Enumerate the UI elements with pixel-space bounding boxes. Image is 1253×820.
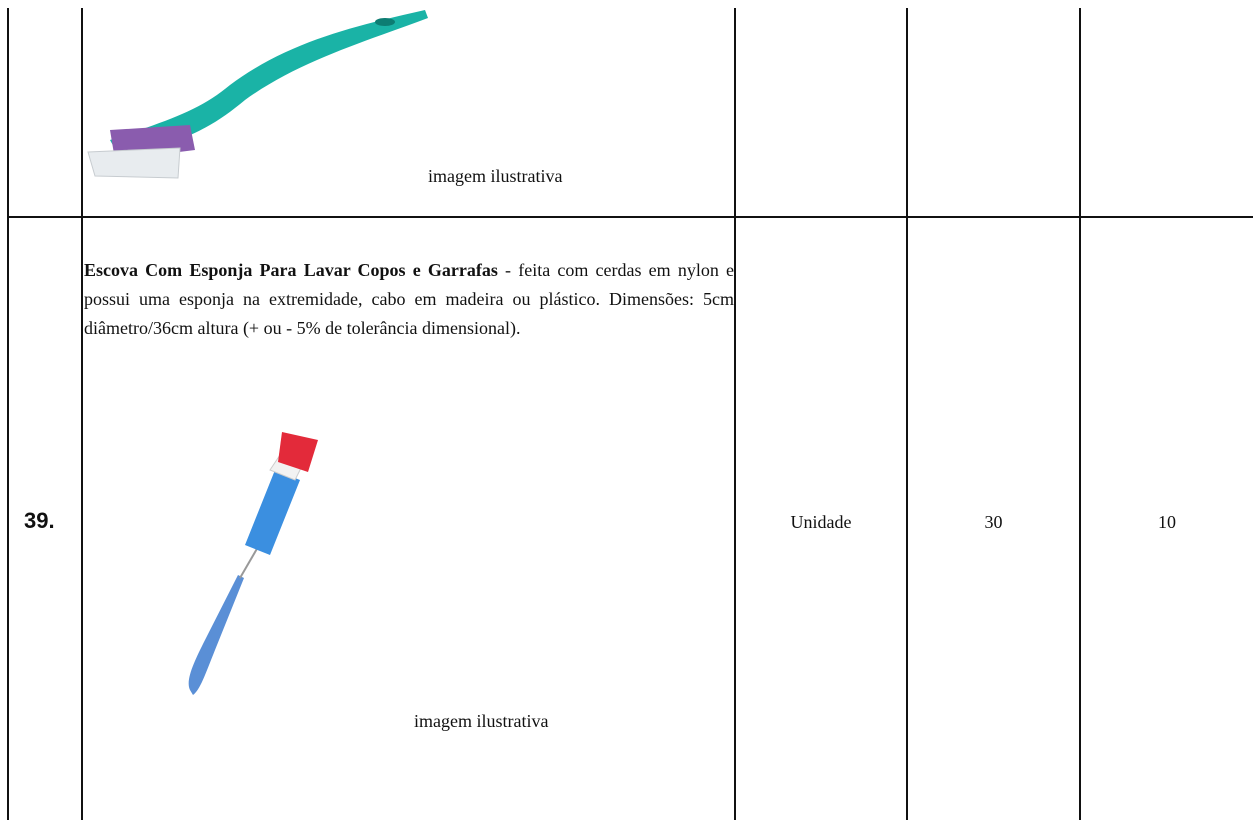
item-details: - feita com cerdas em nylon e possui uma… xyxy=(84,260,735,338)
table-border xyxy=(1079,8,1081,820)
table-border xyxy=(734,8,736,820)
image-caption: imagem ilustrativa xyxy=(414,711,549,731)
bottle-brush-image xyxy=(188,432,318,695)
quantity: 10 xyxy=(1158,512,1176,532)
illustrations xyxy=(87,10,428,695)
item-description: Escova Com Esponja Para Lavar Copos e Ga… xyxy=(84,256,734,343)
table-border xyxy=(81,8,83,820)
image-caption: imagem ilustrativa xyxy=(428,166,563,186)
item-number: 39. xyxy=(24,508,55,533)
table-border xyxy=(906,8,908,820)
dish-brush-image xyxy=(87,10,428,179)
table-border xyxy=(8,216,1253,218)
table-border xyxy=(7,8,9,820)
quantity: 30 xyxy=(984,512,1003,532)
unit: Unidade xyxy=(790,512,852,532)
item-title: Escova Com Esponja Para Lavar Copos e Ga… xyxy=(84,260,498,280)
